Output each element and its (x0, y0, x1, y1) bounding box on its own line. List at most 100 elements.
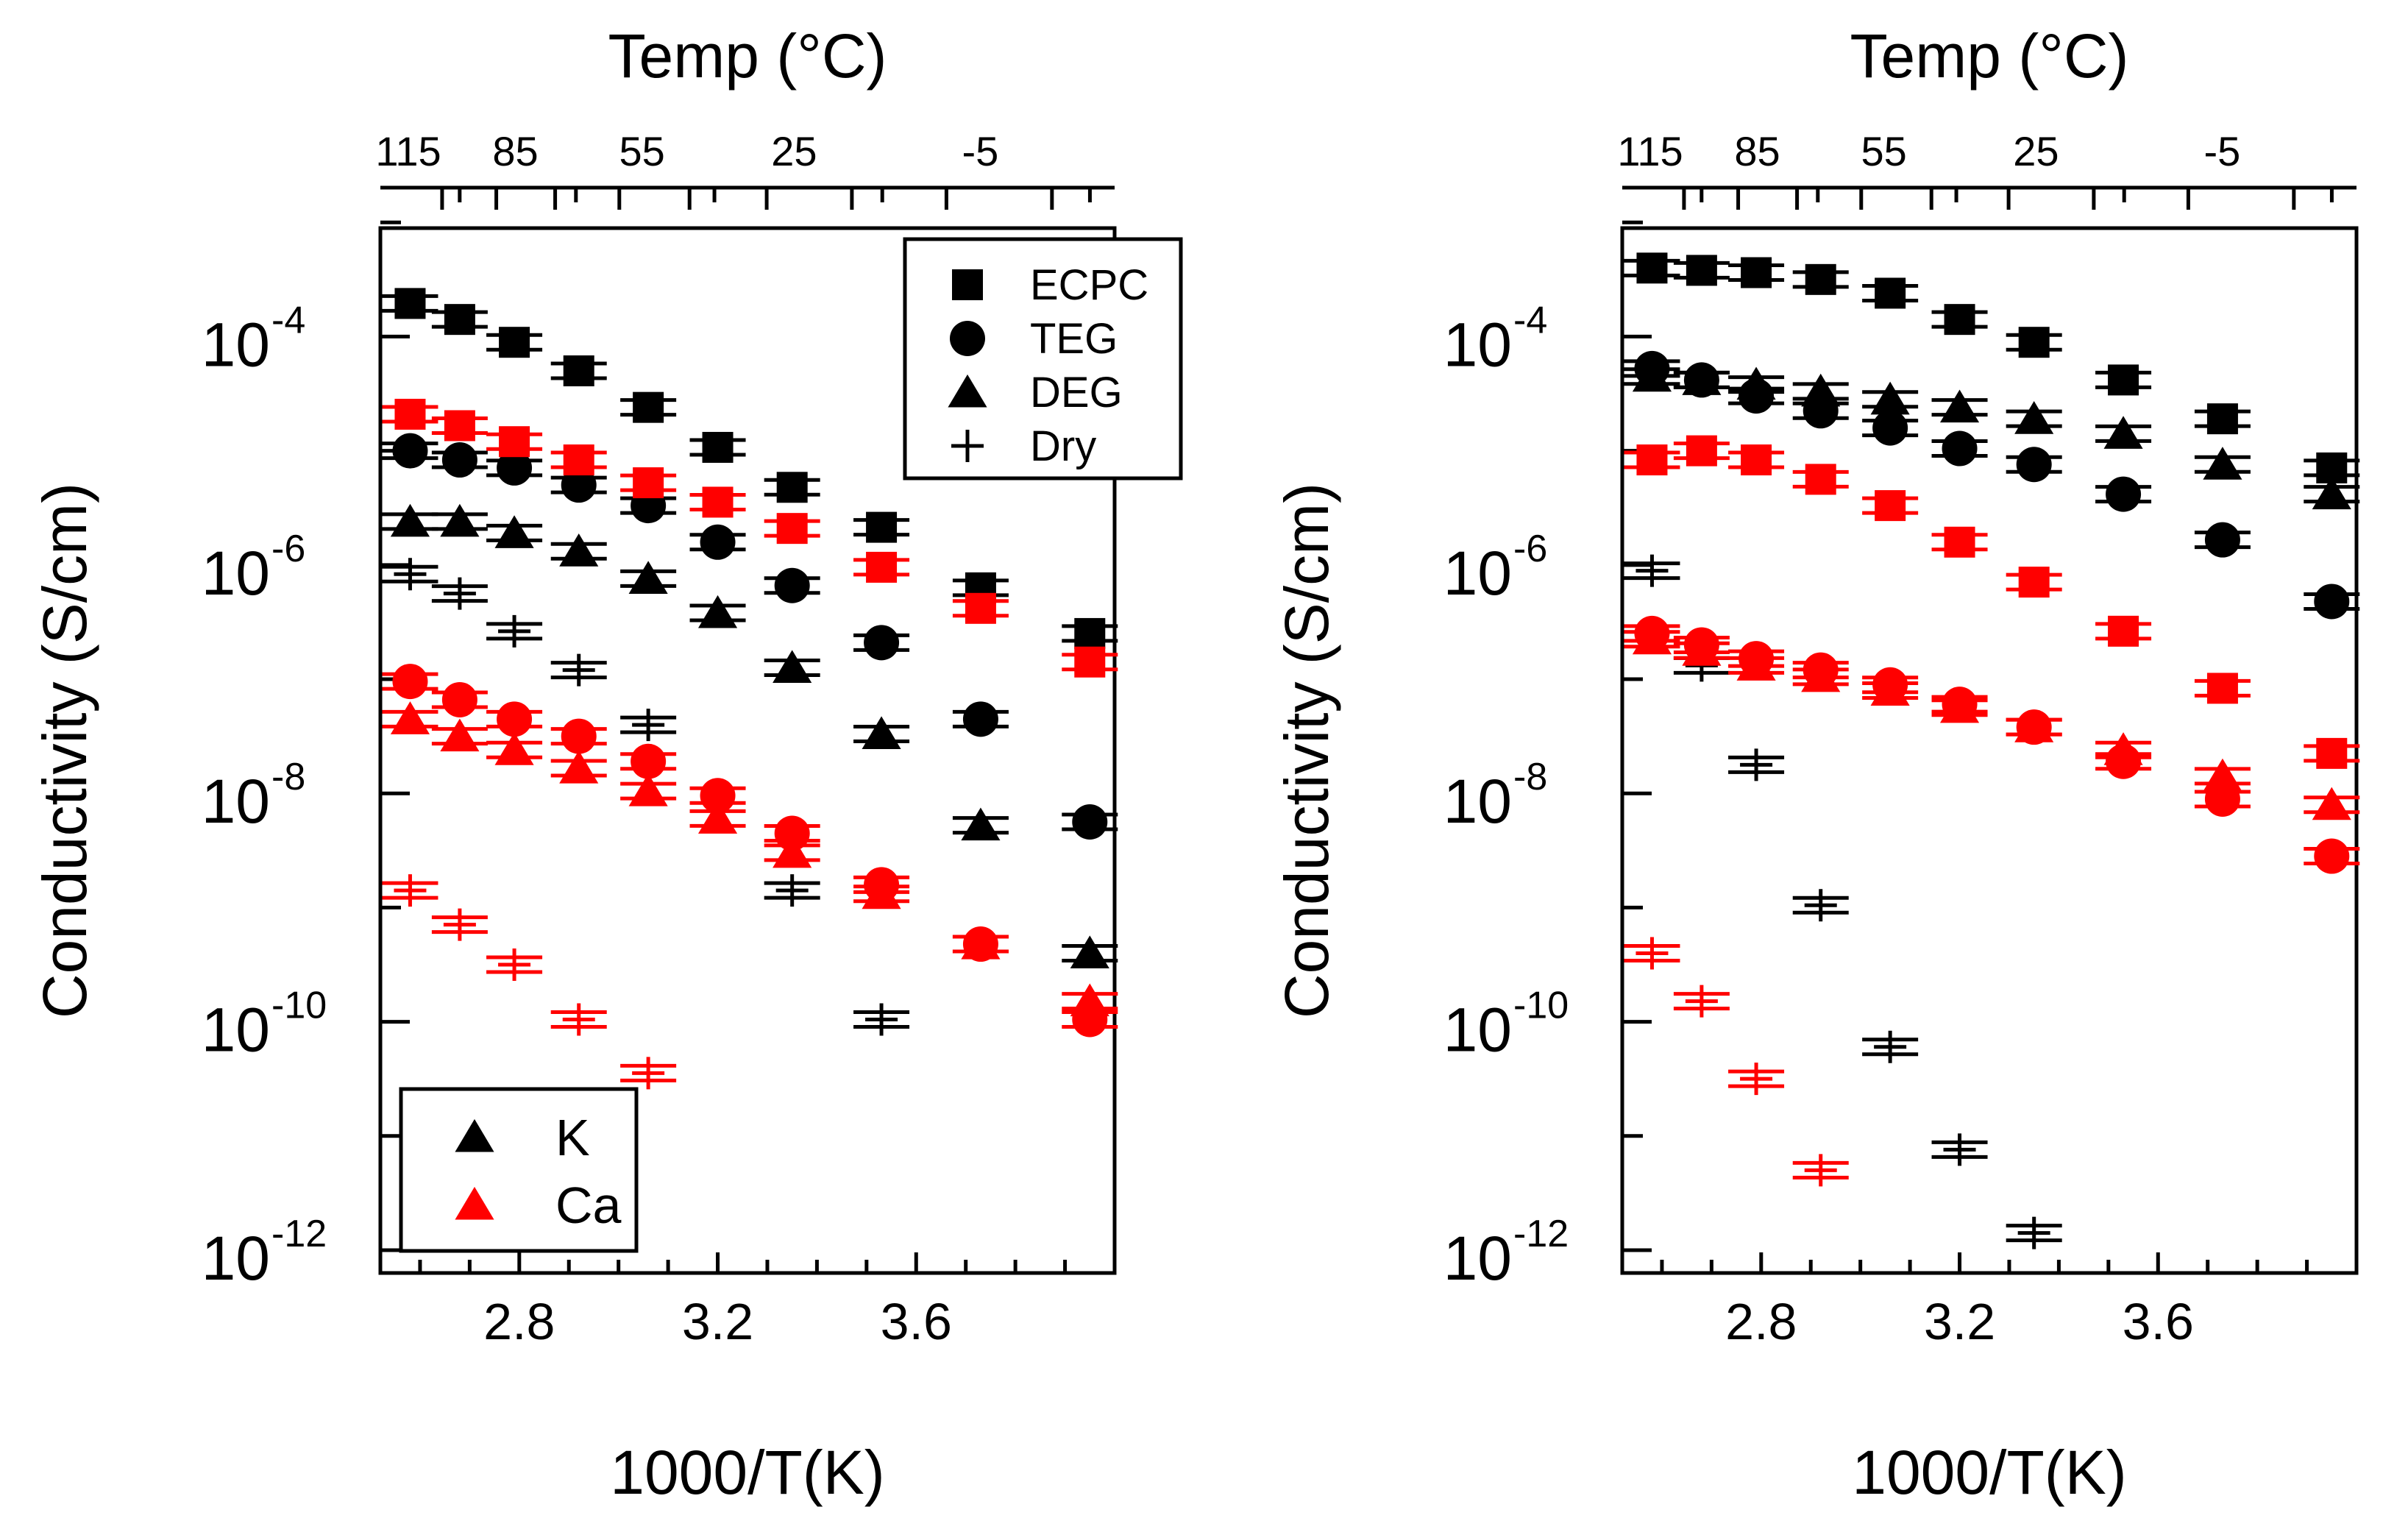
data-point (2203, 758, 2242, 792)
data-point (444, 410, 475, 441)
y-tick-label: 10 (202, 996, 270, 1065)
legend-marker (952, 269, 983, 300)
y-axis-title: Conductivity (S/cm) (1272, 483, 1341, 1018)
data-point (1070, 935, 1109, 968)
y-tick-exponent: -10 (271, 985, 327, 1027)
y-tick-exponent: -12 (271, 1213, 327, 1255)
top-tick-label: -5 (962, 128, 999, 174)
data-point (2203, 447, 2242, 480)
y-tick-label: 10 (1443, 996, 1512, 1065)
data-point (563, 444, 594, 476)
data-point (631, 743, 667, 779)
y-tick-label: 10 (202, 1224, 270, 1293)
data-point (702, 486, 734, 518)
data-point (441, 681, 477, 717)
data-point (1632, 358, 1672, 392)
legend-marker (951, 430, 984, 462)
data-point (773, 834, 812, 868)
data-point (1632, 621, 1672, 655)
data-point (1943, 1133, 1976, 1166)
data-point (494, 732, 534, 765)
data-point (774, 815, 810, 851)
data-point (1736, 648, 1776, 681)
y-axis-title: Conductivity (S/cm) (30, 483, 99, 1018)
data-point (2016, 447, 2052, 483)
data-point (1801, 659, 1841, 692)
data-point (1804, 889, 1837, 922)
legend-marker (455, 1186, 494, 1220)
legend-marker (455, 1118, 494, 1152)
x-tick-label: 2.8 (483, 1293, 555, 1350)
data-point (774, 567, 810, 603)
data-point (965, 592, 996, 624)
left-chart-panel: 2.8 3.2 3.6 1000/T(K) 115 85 55 25 -5 Temp (°C) 10… (30, 21, 1183, 1507)
data-point (1939, 689, 1980, 723)
y-tick-exponent: -12 (1513, 1213, 1569, 1255)
data-point (499, 327, 530, 358)
data-point (497, 701, 533, 737)
data-point (498, 614, 531, 648)
x-tick-label: 3.2 (1924, 1293, 1995, 1350)
data-point (1874, 1030, 1907, 1063)
plot-frame (378, 226, 1117, 1275)
data-point (441, 442, 477, 478)
data-point (862, 876, 901, 909)
data-point (2017, 1216, 2050, 1249)
data-point (700, 778, 736, 814)
legend-label: Dry (1030, 422, 1096, 470)
data-point (394, 874, 427, 907)
data-point (1805, 263, 1836, 295)
data-point (865, 1003, 898, 1036)
data-point (628, 561, 668, 594)
plot-frame (1620, 226, 2359, 1275)
data-point (775, 874, 809, 907)
data-point (394, 398, 426, 430)
data-point (1942, 430, 1978, 467)
data-point (1070, 983, 1109, 1017)
y-tick-label: 10 (202, 310, 270, 379)
data-point (561, 718, 597, 754)
data-point (394, 558, 427, 591)
data-point (697, 595, 738, 628)
data-point (444, 304, 475, 336)
legend-marker (948, 374, 987, 408)
y-tick-label: 10 (1443, 767, 1512, 836)
data-point (697, 801, 738, 834)
data-point (1682, 633, 1722, 666)
data-point (2314, 584, 2350, 620)
data-point (2206, 673, 2238, 704)
data-point (1801, 373, 1841, 407)
x-tick-label: 3.2 (682, 1293, 753, 1350)
data-point (864, 625, 900, 661)
data-point (562, 1003, 595, 1036)
data-point (2314, 838, 2350, 874)
legend-label: DEG (1030, 369, 1123, 416)
y-tick-exponent: -10 (1513, 985, 1569, 1027)
top-axis-title: Temp (°C) (608, 21, 887, 91)
top-tick-label: 115 (375, 128, 441, 174)
data-point (1074, 617, 1106, 649)
data-point (962, 701, 998, 737)
x-axis-title: 1000/T(K) (610, 1438, 885, 1507)
data-point (1870, 673, 1910, 706)
legend-label: Ca (555, 1177, 622, 1234)
data-point (2014, 401, 2054, 434)
y-tick-exponent: -6 (1513, 528, 1547, 570)
data-point (1072, 804, 1108, 840)
y-tick-exponent: -8 (1513, 756, 1547, 798)
data-point (2108, 615, 2139, 647)
y-tick-label: 10 (1443, 1224, 1512, 1293)
data-point (2018, 327, 2050, 358)
data-point (862, 716, 901, 750)
data-point (559, 750, 599, 784)
data-point (2204, 522, 2240, 558)
data-point (390, 701, 430, 734)
data-point (633, 467, 664, 499)
data-point (1944, 526, 1975, 558)
data-point (2103, 416, 2143, 449)
data-point (1074, 646, 1106, 678)
top-tick-label: 25 (2013, 128, 2059, 174)
data-point (1636, 252, 1668, 284)
data-point (1804, 1154, 1837, 1187)
y-tick-label: 10 (202, 539, 270, 608)
